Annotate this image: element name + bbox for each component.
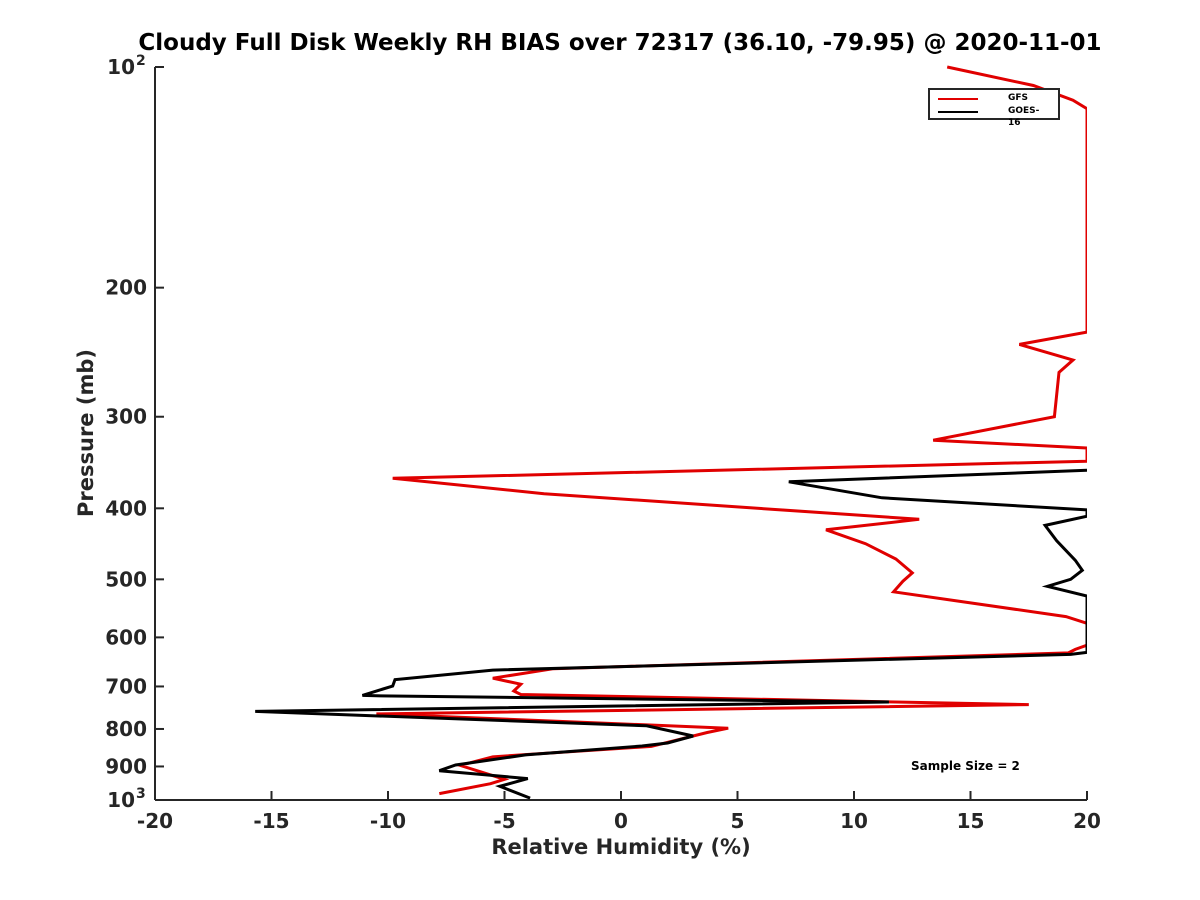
x-tick-label: -5 bbox=[493, 809, 515, 833]
x-tick-label: 5 bbox=[731, 809, 745, 833]
series-group bbox=[255, 65, 1087, 800]
y-axis-label: Pressure (mb) bbox=[74, 349, 98, 517]
x-tick-label: -20 bbox=[137, 809, 173, 833]
y-tick-label: 500 bbox=[105, 567, 147, 591]
x-tick-label: 15 bbox=[957, 809, 985, 833]
y-tick-label: 400 bbox=[105, 496, 147, 520]
x-tick-label: -10 bbox=[370, 809, 406, 833]
y-tick-label: 10 bbox=[107, 55, 135, 79]
y-tick-label: 10 bbox=[107, 788, 135, 812]
y-tick-label: 200 bbox=[105, 276, 147, 300]
legend-label-goes16: GOES-16 bbox=[1008, 106, 1040, 128]
x-axis-label: Relative Humidity (%) bbox=[491, 835, 751, 859]
sample-size-annotation: Sample Size = 2 bbox=[911, 759, 1020, 773]
y-tick-label: 300 bbox=[105, 405, 147, 429]
y-tick-exponent: 3 bbox=[136, 786, 146, 802]
legend: GFS GOES-16 bbox=[928, 88, 1060, 128]
x-tick-label: 0 bbox=[614, 809, 628, 833]
x-tick-label: -15 bbox=[253, 809, 289, 833]
series-line-goes16 bbox=[255, 468, 1087, 800]
y-tick-label: 900 bbox=[105, 754, 147, 778]
legend-swatch-gfs bbox=[938, 98, 978, 100]
y-tick-label: 800 bbox=[105, 717, 147, 741]
legend-label-gfs: GFS bbox=[1008, 93, 1029, 103]
y-tick-label: 700 bbox=[105, 674, 147, 698]
legend-swatch-goes16 bbox=[938, 111, 978, 113]
y-tick-label: 600 bbox=[105, 625, 147, 649]
y-tick-exponent: 2 bbox=[136, 53, 146, 69]
x-tick-label: 10 bbox=[840, 809, 868, 833]
x-tick-label: 20 bbox=[1073, 809, 1101, 833]
chart-title: Cloudy Full Disk Weekly RH BIAS over 723… bbox=[138, 30, 1102, 56]
series-line-gfs bbox=[376, 65, 1087, 796]
